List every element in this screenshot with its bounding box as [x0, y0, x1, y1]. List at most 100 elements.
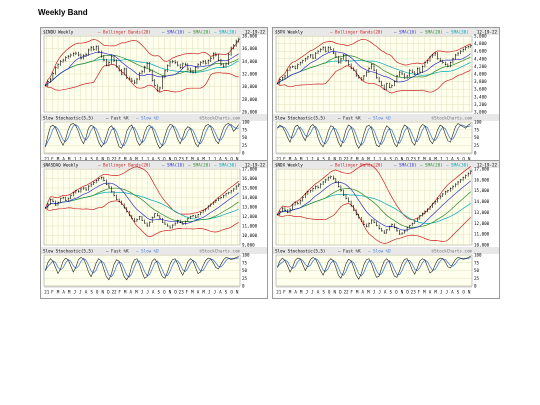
slow-d-line: [276, 257, 471, 277]
x-tick-label: S: [158, 290, 161, 295]
y-tick-label: 4,000: [474, 72, 487, 77]
x-tick-label: O: [328, 157, 331, 162]
x-tick-label: M: [202, 290, 205, 295]
y-tick-label: 12,000: [474, 221, 490, 226]
stoch-title: Slow Stochastic(5,5): [275, 116, 325, 121]
x-tick-label: J: [141, 290, 144, 295]
stoch-tick-label: 0: [474, 284, 477, 289]
x-tick-label: J: [79, 290, 82, 295]
x-tick-label: F: [283, 290, 286, 295]
legend-slow: — Slow %D: [136, 249, 159, 254]
y-tick-label: 14,000: [242, 195, 258, 200]
stoch-tick-label: 75: [242, 127, 248, 132]
x-tick-label: M: [300, 157, 303, 162]
y-tick-label: 3,600: [474, 87, 487, 92]
x-tick-label: N: [236, 290, 239, 295]
sma20-line: [45, 187, 239, 222]
stoch-header-strip: [273, 247, 499, 254]
x-tick-label: M: [68, 157, 71, 162]
watermark: ©StockCharts.com: [432, 249, 473, 254]
y-tick-label: 28,000: [242, 97, 258, 102]
x-tick-label: D: [174, 290, 177, 295]
x-tick-label: J: [378, 157, 381, 162]
x-tick-label: 23: [411, 290, 417, 295]
stoch-tick-label: 0: [474, 151, 477, 156]
x-tick-label: J: [446, 157, 449, 162]
x-tick-label: J: [440, 157, 443, 162]
y-tick-label: 3,200: [474, 102, 487, 107]
legend-sma20: — SMA(20): [420, 163, 443, 168]
legend-slow: — Slow %D: [136, 116, 159, 121]
x-tick-label: S: [457, 157, 460, 162]
y-tick-label: 3,000: [474, 110, 487, 115]
x-tick-label: F: [418, 290, 421, 295]
y-tick-label: 34,000: [242, 59, 258, 64]
bollinger-upper-line: [44, 39, 239, 86]
x-tick-label: J: [373, 290, 376, 295]
x-tick-label: O: [328, 290, 331, 295]
legend-sma30: — SMA(30): [446, 163, 469, 168]
sma10-line: [277, 180, 471, 231]
stoch-tick-label: 0: [242, 284, 245, 289]
y-tick-label: 4,200: [474, 64, 487, 69]
x-tick-label: M: [300, 290, 303, 295]
x-tick-label: S: [457, 290, 460, 295]
legend-sma30: — SMA(30): [214, 163, 237, 168]
date-label: 12-19-22: [477, 163, 498, 168]
x-tick-label: F: [51, 157, 54, 162]
x-tick-label: J: [378, 290, 381, 295]
bollinger-lower-line: [277, 65, 471, 94]
x-tick-label: J: [306, 157, 309, 162]
x-tick-label: M: [356, 157, 359, 162]
x-tick-label: A: [219, 290, 222, 295]
fast-k-line: [277, 255, 471, 280]
fast-k-line: [45, 123, 239, 149]
page-title: Weekly Band: [38, 8, 88, 17]
y-tick-label: 36,000: [242, 46, 258, 51]
y-tick-label: 12,000: [242, 214, 258, 219]
x-tick-label: A: [197, 290, 200, 295]
stoch-tick-label: 100: [474, 120, 482, 125]
legend-fast: — Fast %K: [106, 249, 129, 254]
x-tick-label: J: [74, 157, 77, 162]
y-tick-label: 16,000: [242, 176, 258, 181]
x-tick-label: A: [85, 157, 88, 162]
slow-d-line: [44, 257, 239, 278]
x-tick-label: A: [317, 290, 320, 295]
x-tick-label: S: [390, 290, 393, 295]
x-tick-label: M: [124, 290, 127, 295]
x-tick-label: J: [208, 157, 211, 162]
x-tick-label: 21: [276, 157, 282, 162]
sma20-line: [45, 54, 239, 86]
stoch-title: Slow Stochastic(5,5): [275, 249, 325, 254]
x-tick-label: F: [51, 290, 54, 295]
x-tick-label: M: [57, 157, 60, 162]
stoch-header-strip: [41, 247, 267, 254]
chart-panel-indu: $INDU Weekly — Bollinger Bands(20) — SMA(1…: [40, 27, 268, 166]
x-tick-label: A: [317, 157, 320, 162]
date-label: 12-19-22: [245, 30, 266, 35]
x-tick-label: F: [186, 157, 189, 162]
x-tick-label: 22: [111, 290, 117, 295]
x-tick-label: D: [339, 157, 342, 162]
legend-slow: — Slow %D: [368, 116, 391, 121]
x-tick-label: A: [85, 290, 88, 295]
legend-sma30: — SMA(30): [446, 30, 469, 35]
x-tick-label: N: [236, 157, 239, 162]
x-tick-label: 22: [343, 290, 349, 295]
y-tick-label: 17,000: [242, 167, 258, 172]
slow-d-line: [44, 124, 239, 147]
x-tick-label: S: [90, 290, 93, 295]
y-tick-label: 11,000: [242, 224, 258, 229]
stoch-tick-label: 100: [242, 253, 250, 258]
symbol-label: $NDX Weekly: [275, 163, 303, 168]
y-tick-label: 4,400: [474, 56, 487, 61]
x-tick-label: A: [130, 157, 133, 162]
x-tick-label: N: [468, 157, 471, 162]
header-strip: [41, 28, 267, 35]
x-tick-label: M: [367, 290, 370, 295]
y-tick-label: 11,000: [474, 232, 490, 237]
x-tick-label: A: [197, 157, 200, 162]
x-tick-label: F: [118, 290, 121, 295]
x-tick-label: 21: [44, 290, 50, 295]
